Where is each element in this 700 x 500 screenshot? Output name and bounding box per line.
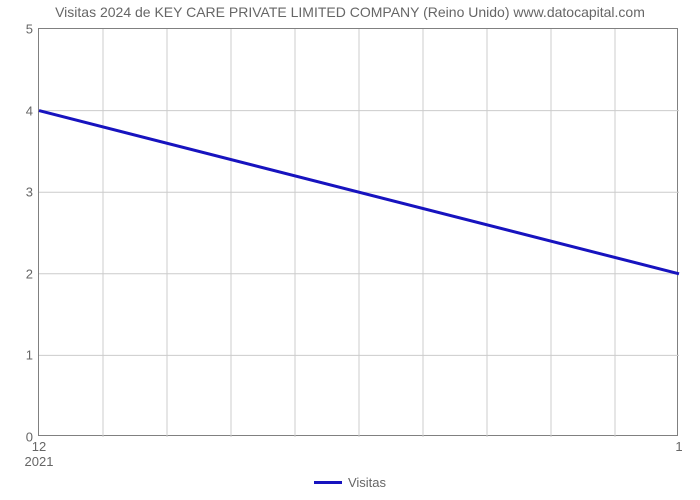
x-tick-label: 12 2021 — [25, 439, 54, 469]
x-tick-label: 1 — [675, 439, 682, 454]
plot-area: 01234512 20211 — [38, 28, 678, 436]
y-tick-label: 4 — [26, 103, 33, 118]
legend-label: Visitas — [348, 475, 386, 490]
legend-swatch — [314, 481, 342, 484]
legend: Visitas — [0, 474, 700, 490]
y-tick-label: 1 — [26, 348, 33, 363]
y-tick-label: 3 — [26, 185, 33, 200]
y-tick-label: 2 — [26, 266, 33, 281]
plot-svg — [39, 29, 679, 437]
y-tick-label: 5 — [26, 22, 33, 37]
chart-title: Visitas 2024 de KEY CARE PRIVATE LIMITED… — [0, 4, 700, 20]
chart-container: Visitas 2024 de KEY CARE PRIVATE LIMITED… — [0, 0, 700, 500]
